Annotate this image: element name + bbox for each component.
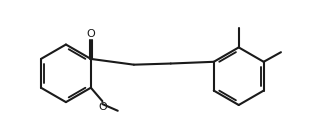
Text: O: O (86, 29, 95, 39)
Text: O: O (98, 102, 107, 112)
